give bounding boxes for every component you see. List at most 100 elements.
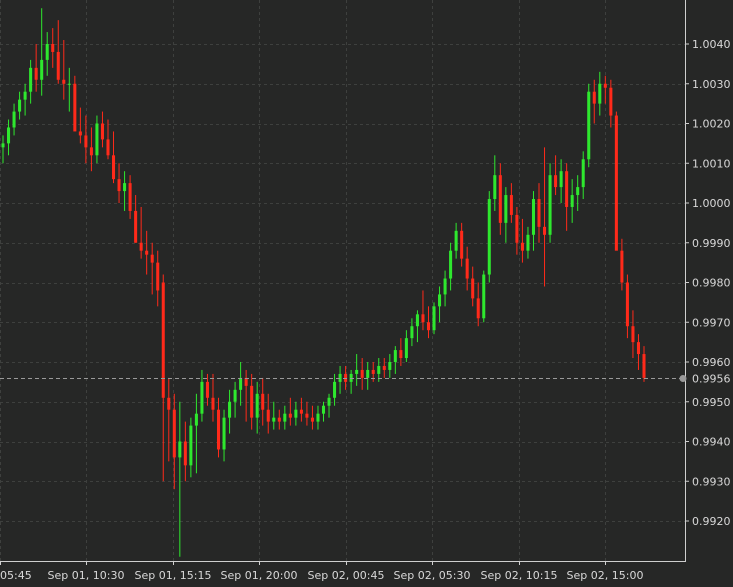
candle <box>7 119 11 156</box>
candle <box>89 127 93 172</box>
candle <box>250 373 254 430</box>
candle <box>421 290 425 331</box>
candle-body <box>45 44 49 60</box>
candle-body <box>178 441 182 458</box>
candle <box>150 242 154 295</box>
candle-body <box>183 441 187 466</box>
candle-body <box>156 262 160 291</box>
candle-body <box>316 413 320 422</box>
candle <box>620 238 624 291</box>
candle <box>344 365 348 390</box>
candle <box>167 377 171 462</box>
candle-body <box>333 381 337 398</box>
candle <box>393 346 397 374</box>
candle <box>321 401 326 422</box>
candle-body <box>438 294 442 307</box>
candle <box>189 417 193 478</box>
candle-body <box>410 326 414 339</box>
candle-body <box>404 338 408 359</box>
candle-body <box>543 226 547 235</box>
candle-body <box>377 365 381 374</box>
candle <box>145 230 149 275</box>
candle-body <box>587 91 591 160</box>
candle <box>299 397 303 422</box>
candle <box>432 302 436 335</box>
candle-body <box>493 175 497 200</box>
candle-body <box>117 179 121 192</box>
candle <box>12 103 16 136</box>
candle <box>465 246 469 291</box>
candle-body <box>388 362 392 370</box>
candle-body <box>371 369 375 374</box>
candle <box>51 28 55 68</box>
candle <box>565 163 569 231</box>
candle-body <box>34 67 38 80</box>
candle <box>598 71 602 116</box>
candle-body <box>515 214 519 243</box>
candle <box>84 115 88 164</box>
x-tick-label: Sep 01, 10:30 <box>48 569 125 582</box>
price-dot <box>679 375 687 382</box>
candle <box>294 401 298 426</box>
y-axis-tick-labels: 1.0040 1.0030 1.0020 1.0010 1.0000 0.9990 0.99… <box>685 38 731 528</box>
candle <box>377 358 381 382</box>
candle-body <box>216 409 221 450</box>
candle-body <box>51 44 55 52</box>
candle-body <box>29 67 33 92</box>
candle-body <box>609 87 613 116</box>
candle-body <box>460 230 464 259</box>
candle <box>548 163 552 243</box>
candle-body <box>228 401 232 418</box>
candle <box>471 266 475 307</box>
candle <box>576 175 580 211</box>
candle-body <box>261 393 265 410</box>
candle <box>487 191 491 283</box>
y-tick-label: 0.9950 <box>692 396 731 409</box>
candle <box>211 373 215 422</box>
candle-body <box>283 413 287 422</box>
candle <box>23 83 27 116</box>
candle-body <box>449 250 453 279</box>
y-tick-label: 1.0010 <box>692 157 731 170</box>
candle-body <box>620 250 624 283</box>
candle-body <box>145 250 149 255</box>
candle <box>78 107 82 144</box>
y-tick-label: 1.0000 <box>692 197 731 210</box>
candle-body <box>509 195 513 215</box>
x-tick-label: Sep 02, 05:30 <box>394 569 471 582</box>
candle <box>482 270 486 323</box>
y-tick-label: 1.0020 <box>692 118 731 131</box>
candle <box>277 409 281 430</box>
candle <box>205 373 209 406</box>
y-tick-label: 1.0040 <box>692 38 731 51</box>
candle <box>45 32 49 76</box>
candle <box>310 405 314 430</box>
candle <box>360 358 364 390</box>
candle-body <box>504 195 508 223</box>
candle-body <box>277 417 281 422</box>
candle-body <box>84 135 88 148</box>
candle <box>426 306 431 339</box>
candle <box>239 362 243 406</box>
candle <box>515 206 519 255</box>
candle-body <box>18 99 22 112</box>
candle <box>56 20 60 84</box>
x-tick-label: Sep 01, 20:00 <box>221 569 298 582</box>
candle-body <box>7 127 11 144</box>
candle <box>222 409 226 462</box>
candle <box>117 163 121 203</box>
candle <box>29 59 33 104</box>
candle <box>504 187 508 243</box>
candle <box>559 159 563 203</box>
candle-body <box>426 322 431 331</box>
candle-body <box>139 242 143 251</box>
candle-body <box>62 79 66 84</box>
candle-body <box>100 123 104 140</box>
candle-body <box>454 230 458 251</box>
candle-body <box>189 425 193 466</box>
candle <box>95 115 99 164</box>
candle <box>625 274 629 339</box>
candle <box>410 318 414 347</box>
candle <box>581 151 585 200</box>
